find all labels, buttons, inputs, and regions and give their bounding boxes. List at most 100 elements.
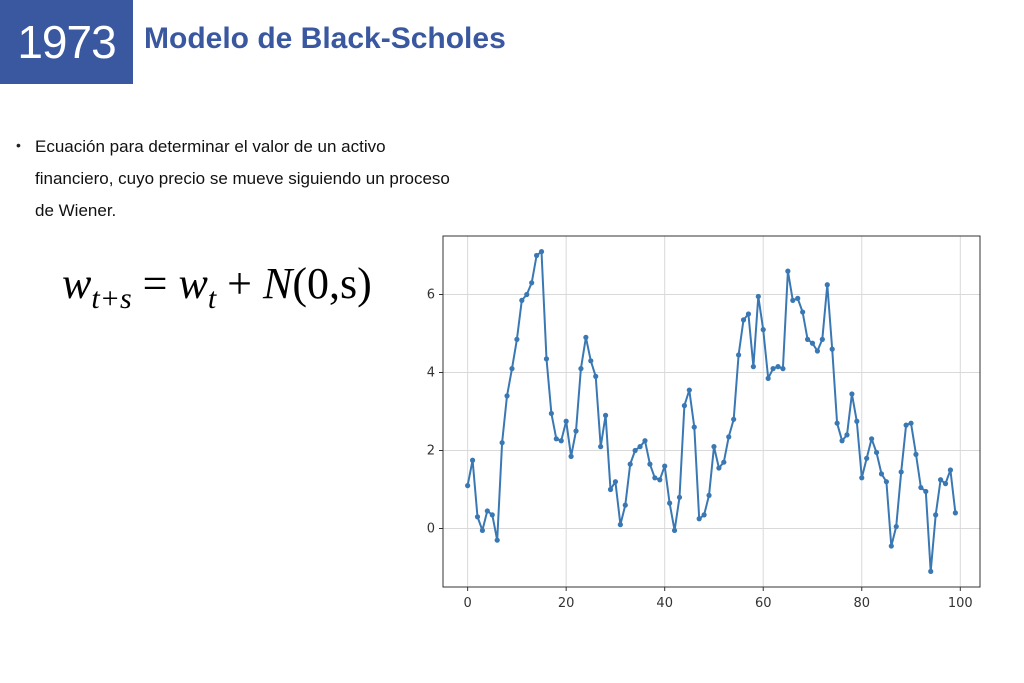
data-point	[844, 432, 850, 438]
data-point	[731, 416, 737, 422]
data-point	[612, 479, 619, 485]
data-point	[548, 410, 554, 417]
data-point	[499, 440, 505, 446]
data-point	[598, 444, 604, 450]
data-point	[469, 457, 476, 463]
data-point	[588, 358, 594, 364]
data-point	[558, 438, 564, 444]
data-point	[770, 366, 776, 372]
data-point	[878, 471, 885, 477]
year-badge: 1973	[0, 0, 133, 84]
formula-rhs-var: w	[178, 259, 208, 308]
data-point	[740, 317, 747, 323]
data-point	[780, 366, 786, 372]
data-point	[750, 364, 756, 370]
data-point	[514, 336, 520, 342]
data-point	[745, 311, 752, 317]
data-point	[790, 297, 796, 303]
data-point	[543, 356, 550, 362]
data-point	[622, 502, 628, 508]
formula-args: (0,s)	[292, 259, 372, 308]
data-point	[785, 268, 791, 274]
data-point	[898, 469, 904, 475]
x-tick-label: 100	[948, 596, 973, 611]
data-point	[602, 412, 609, 418]
data-point	[937, 477, 944, 483]
data-point	[494, 537, 500, 543]
data-point	[568, 453, 574, 459]
x-tick-label: 80	[853, 596, 870, 611]
formula-normal: N	[262, 259, 293, 308]
data-point	[553, 436, 559, 442]
data-point	[913, 451, 919, 457]
data-point	[632, 447, 638, 454]
data-point	[760, 327, 766, 333]
data-point	[711, 444, 717, 450]
data-point	[819, 336, 825, 342]
data-point	[519, 297, 525, 303]
formula-rhs-sub: t	[207, 282, 217, 315]
y-tick-label: 4	[427, 366, 435, 381]
data-point	[681, 403, 688, 409]
data-point	[775, 364, 781, 370]
x-tick-label: 0	[463, 596, 471, 611]
wiener-formula: wt+s = wt + N(0,s)	[62, 258, 372, 314]
data-point	[859, 475, 865, 481]
x-tick-label: 20	[558, 596, 575, 611]
data-point	[854, 418, 860, 424]
formula-lhs-sub: t+s	[91, 282, 132, 315]
slide-title: Modelo de Black-Scholes	[144, 22, 506, 55]
data-point	[804, 336, 811, 342]
data-point	[696, 516, 702, 522]
data-point	[524, 291, 530, 298]
x-tick-label: 40	[656, 596, 673, 611]
data-point	[484, 508, 490, 514]
data-point	[529, 280, 535, 286]
data-point	[667, 500, 673, 506]
data-point	[538, 249, 545, 255]
data-point	[933, 512, 939, 518]
data-point	[489, 512, 495, 518]
data-point	[691, 424, 697, 430]
data-point	[716, 465, 722, 471]
x-tick-label: 60	[755, 596, 772, 611]
formula-plus: +	[216, 259, 263, 308]
data-point	[928, 568, 934, 574]
data-point	[834, 420, 840, 426]
data-point	[893, 523, 899, 530]
data-point	[578, 366, 584, 372]
data-point	[869, 436, 875, 442]
data-point	[474, 514, 481, 520]
data-point	[814, 348, 821, 354]
data-point	[593, 373, 599, 379]
data-point	[671, 527, 678, 534]
data-point	[563, 418, 569, 424]
data-point	[952, 510, 958, 516]
data-point	[676, 494, 683, 500]
data-point	[824, 282, 830, 288]
data-point	[800, 309, 806, 315]
series-line	[466, 250, 957, 573]
data-point	[942, 481, 949, 487]
data-point	[839, 438, 845, 444]
data-point	[903, 422, 909, 428]
data-point	[657, 477, 663, 483]
data-point	[686, 387, 692, 393]
formula-equals: =	[131, 259, 179, 308]
data-point	[617, 522, 623, 528]
data-point	[726, 434, 732, 440]
data-point	[908, 420, 914, 426]
data-point	[829, 346, 835, 352]
random-walk-chart: 0 20 40 60 80 100 0 2 4 6	[427, 235, 981, 611]
data-point	[918, 484, 924, 491]
data-point	[923, 488, 929, 495]
data-point	[849, 391, 855, 397]
y-tick-label: 2	[427, 444, 435, 459]
data-point	[534, 252, 540, 259]
data-point	[607, 486, 614, 493]
data-point	[809, 340, 816, 346]
data-point	[465, 483, 471, 489]
bullet-text: Ecuación para determinar el valor de un …	[35, 137, 450, 220]
plot-frame	[442, 235, 981, 588]
data-point	[888, 543, 894, 549]
